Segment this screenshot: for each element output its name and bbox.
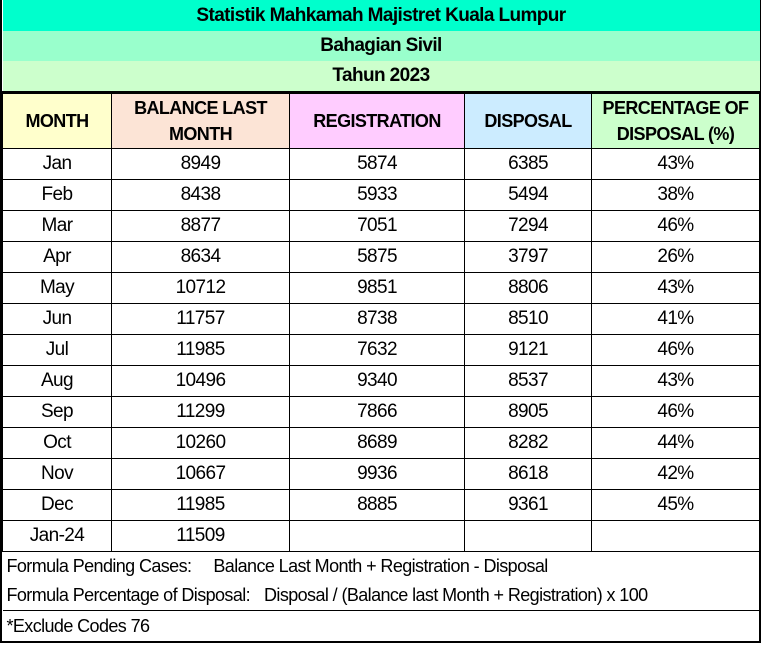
header-registration: REGISTRATION [289, 92, 465, 149]
cell-balance-last-month: 8438 [111, 179, 290, 211]
cell-balance-last-month: 8949 [111, 148, 290, 180]
cell-registration: 9851 [289, 272, 465, 304]
cell-balance-last-month: 11299 [111, 396, 290, 428]
cell-disposal: 8618 [464, 458, 592, 490]
cell-month: May [2, 272, 112, 304]
cell-percentage-of-disposal: 46% [591, 396, 760, 428]
formula-pending-cases: Formula Pending Cases: Balance Last Month… [3, 552, 760, 582]
cell-registration: 8885 [289, 489, 465, 521]
cell-registration: 7051 [289, 210, 465, 242]
table-row: Jul 11985 7632 9121 46% [2, 334, 760, 366]
cell-disposal: 8806 [464, 272, 592, 304]
cell-registration: 8689 [289, 427, 465, 459]
cell-registration: 9340 [289, 365, 465, 397]
cell-month: Jan-24 [2, 520, 112, 552]
cell-balance-last-month: 8877 [111, 210, 290, 242]
cell-balance-last-month: 11757 [111, 303, 290, 335]
cell-month: Apr [2, 241, 112, 273]
cell-disposal: 8537 [464, 365, 592, 397]
cell-registration: 7632 [289, 334, 465, 366]
table-row: Apr 8634 5875 3797 26% [2, 241, 760, 273]
cell-disposal: 5494 [464, 179, 592, 211]
table-row: Oct 10260 8689 8282 44% [2, 427, 760, 459]
cell-percentage-of-disposal [591, 520, 760, 552]
cell-balance-last-month: 11509 [111, 520, 290, 552]
cell-percentage-of-disposal: 44% [591, 427, 760, 459]
cell-percentage-of-disposal: 41% [591, 303, 760, 335]
formula-value: Disposal / (Balance last Month + Registr… [264, 585, 648, 605]
table-row: Jan 8949 5874 6385 43% [2, 148, 760, 180]
footnote: *Exclude Codes 76 [2, 610, 760, 641]
formula-value: Balance Last Month + Registration - Disp… [213, 556, 548, 576]
cell-registration: 5933 [289, 179, 465, 211]
cell-percentage-of-disposal: 46% [591, 334, 760, 366]
header-disposal: DISPOSAL [464, 92, 592, 149]
cell-percentage-of-disposal: 26% [591, 241, 760, 273]
cell-balance-last-month: 8634 [111, 241, 290, 273]
table-row: Nov 10667 9936 8618 42% [2, 458, 760, 490]
cell-percentage-of-disposal: 38% [591, 179, 760, 211]
cell-balance-last-month: 11985 [111, 489, 290, 521]
cell-registration: 8738 [289, 303, 465, 335]
formula-label: Formula Percentage of Disposal: [6, 585, 251, 605]
table-row: Aug 10496 9340 8537 43% [2, 365, 760, 397]
cell-registration: 9936 [289, 458, 465, 490]
cell-balance-last-month: 11985 [111, 334, 290, 366]
table-row: May 10712 9851 8806 43% [2, 272, 760, 304]
cell-month: Nov [2, 458, 112, 490]
cell-month: Jul [2, 334, 112, 366]
cell-balance-last-month: 10496 [111, 365, 290, 397]
cell-month: Feb [2, 179, 112, 211]
cell-percentage-of-disposal: 46% [591, 210, 760, 242]
table-subtitle: Bahagian Sivil [2, 31, 760, 61]
table-row: Dec 11985 8885 9361 45% [2, 489, 760, 521]
cell-month: Mar [2, 210, 112, 242]
cell-month: Jun [2, 303, 112, 335]
cell-percentage-of-disposal: 43% [591, 365, 760, 397]
cell-disposal [464, 520, 592, 552]
cell-balance-last-month: 10712 [111, 272, 290, 304]
cell-month: Aug [2, 365, 112, 397]
header-row: MONTH BALANCE LAST MONTH REGISTRATION DI… [2, 92, 760, 149]
cell-percentage-of-disposal: 43% [591, 148, 760, 180]
cell-disposal: 8282 [464, 427, 592, 459]
cell-disposal: 3797 [464, 241, 592, 273]
cell-registration: 5874 [289, 148, 465, 180]
header-month: MONTH [2, 92, 112, 149]
table-row: Jan-24 11509 [2, 520, 760, 552]
cell-registration: 5875 [289, 241, 465, 273]
table-title: Statistik Mahkamah Majistret Kuala Lumpu… [2, 0, 760, 31]
formula-label: Formula Pending Cases: [6, 556, 193, 576]
formula-percentage-of-disposal: Formula Percentage of Disposal: Disposal … [3, 581, 760, 611]
table-row: Feb 8438 5933 5494 38% [2, 179, 760, 211]
cell-disposal: 8510 [464, 303, 592, 335]
cell-month: Sep [2, 396, 112, 428]
table-row: Jun 11757 8738 8510 41% [2, 303, 760, 335]
cell-disposal: 6385 [464, 148, 592, 180]
cell-registration [289, 520, 465, 552]
cell-disposal: 7294 [464, 210, 592, 242]
cell-balance-last-month: 10260 [111, 427, 290, 459]
cell-disposal: 9121 [464, 334, 592, 366]
cell-month: Oct [2, 427, 112, 459]
cell-percentage-of-disposal: 42% [591, 458, 760, 490]
cell-disposal: 9361 [464, 489, 592, 521]
cell-registration: 7866 [289, 396, 465, 428]
table-row: Sep 11299 7866 8905 46% [2, 396, 760, 428]
table-year: Tahun 2023 [2, 61, 760, 94]
cell-percentage-of-disposal: 43% [591, 272, 760, 304]
cell-balance-last-month: 10667 [111, 458, 290, 490]
cell-month: Jan [2, 148, 112, 180]
table-row: Mar 8877 7051 7294 46% [2, 210, 760, 242]
cell-percentage-of-disposal: 45% [591, 489, 760, 521]
header-balance-last-month: BALANCE LAST MONTH [111, 92, 290, 149]
cell-month: Dec [2, 489, 112, 521]
cell-disposal: 8905 [464, 396, 592, 428]
header-percentage-of-disposal: PERCENTAGE OF DISPOSAL (%) [591, 92, 760, 149]
